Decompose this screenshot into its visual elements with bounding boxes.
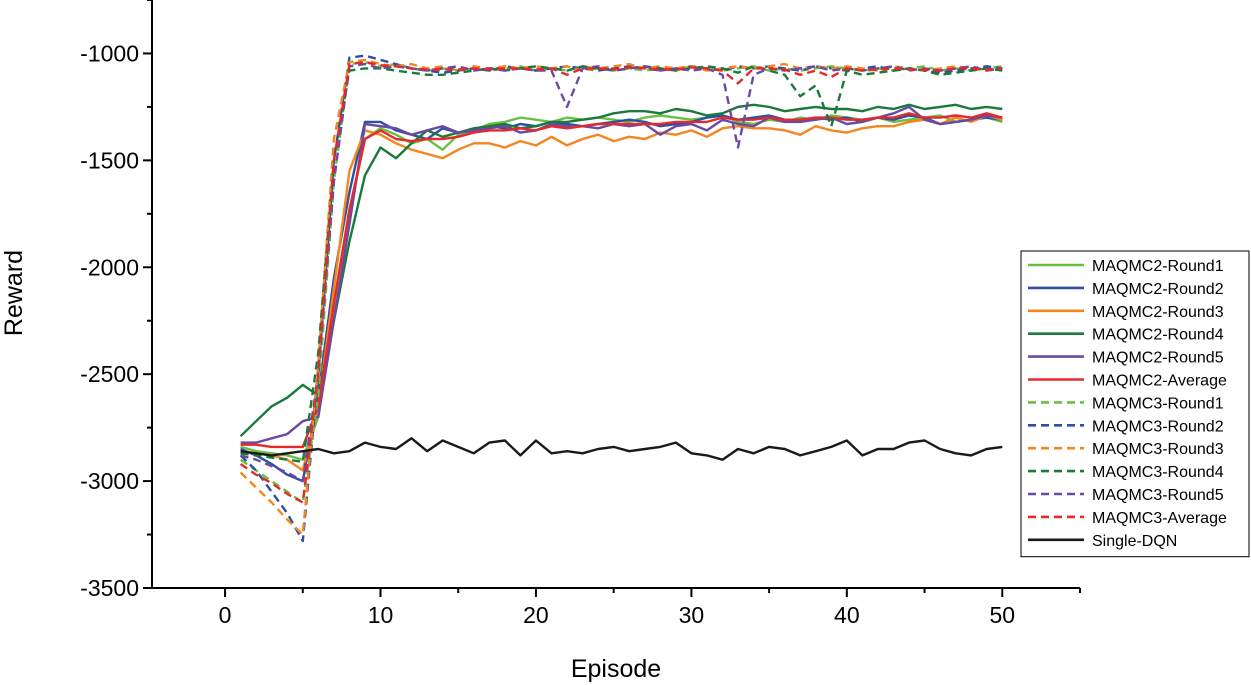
legend-label: MAQMC3-Average	[1092, 510, 1227, 527]
series-line	[239, 103, 1003, 438]
legend-label: MAQMC3-Round3	[1092, 441, 1224, 458]
axes: -3500 -3000 -2500 -2000 -1500 -1000 0 10 20 30 40 5…	[80, 0, 1081, 628]
series-lines	[239, 54, 1003, 543]
series-line	[239, 60, 1003, 504]
y-tick-label: -1000	[80, 40, 139, 66]
series-line	[239, 58, 1003, 536]
y-tick-label: -2000	[80, 254, 139, 280]
legend: MAQMC2-Round1 MAQMC2-Round2 MAQMC2-Round3 M…	[1020, 250, 1250, 558]
x-tick-label: 30	[679, 602, 705, 628]
legend-label: MAQMC2-Round2	[1092, 281, 1224, 298]
legend-label: MAQMC3-Round5	[1092, 487, 1224, 504]
y-tick-label: -3500	[80, 575, 139, 601]
legend-label: MAQMC3-Round2	[1092, 418, 1224, 435]
x-axis-title: Episode	[571, 655, 661, 683]
x-tick-label: 10	[368, 602, 394, 628]
series-line	[240, 112, 1003, 449]
legend-label: Single-DQN	[1092, 533, 1177, 550]
legend-label: MAQMC2-Round1	[1092, 258, 1224, 275]
series-line	[239, 54, 1003, 543]
y-tick-label: -2500	[80, 361, 139, 387]
y-tick-label: -3000	[80, 468, 139, 494]
series-line	[240, 437, 1003, 461]
legend-box	[1020, 250, 1250, 558]
y-axis-title: Reward	[0, 250, 28, 336]
legend-label: MAQMC3-Round1	[1092, 395, 1224, 412]
legend-label: MAQMC2-Round3	[1092, 304, 1224, 321]
series-line	[240, 114, 1003, 483]
legend-label: MAQMC2-Round4	[1092, 327, 1224, 344]
x-tick-label: 0	[219, 602, 232, 628]
x-tick-label: 20	[523, 602, 549, 628]
legend-label: MAQMC2-Round5	[1092, 350, 1224, 367]
y-tick-label: -1500	[80, 147, 139, 173]
legend-label: MAQMC3-Round4	[1092, 464, 1224, 481]
x-tick-label: 40	[834, 602, 860, 628]
legend-label: MAQMC2-Average	[1092, 373, 1227, 390]
series-line	[239, 60, 1003, 504]
x-tick-label: 50	[989, 602, 1015, 628]
series-line	[240, 114, 1003, 472]
